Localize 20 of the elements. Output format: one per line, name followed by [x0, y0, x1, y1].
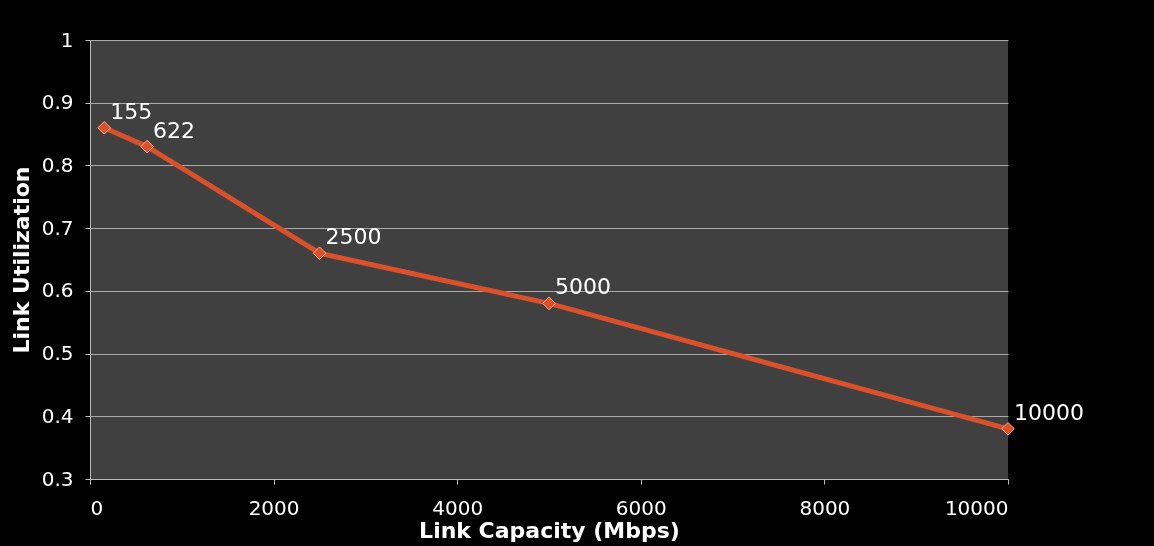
annotation: 2500	[325, 224, 382, 250]
x-tick-label: 8000	[799, 495, 851, 520]
y-tick-label: 0.5	[41, 341, 74, 366]
y-tick-label: 0.7	[41, 215, 74, 240]
y-tick-label: 0.9	[41, 90, 74, 115]
x-tick-label: 6000	[615, 495, 667, 520]
y-tick-label: 1	[60, 27, 74, 52]
x-tick-label: 4000	[432, 495, 484, 520]
x-tick-label: 10000	[944, 495, 1009, 520]
annotation: 10000	[1014, 399, 1084, 425]
x-tick-label: 0	[90, 495, 104, 520]
annotation: 155	[110, 98, 153, 124]
y-tick-label: 0.8	[41, 152, 74, 177]
y-tick-label: 0.6	[41, 278, 74, 303]
y-tick-label: 0.3	[41, 466, 74, 491]
x-tick-label: 2000	[248, 495, 300, 520]
y-axis-title: Link Utilization	[8, 166, 34, 354]
y-tick-label: 0.4	[41, 403, 74, 428]
x-axis-title: Link Capacity (Mbps)	[419, 517, 680, 543]
annotation: 622	[153, 117, 196, 143]
